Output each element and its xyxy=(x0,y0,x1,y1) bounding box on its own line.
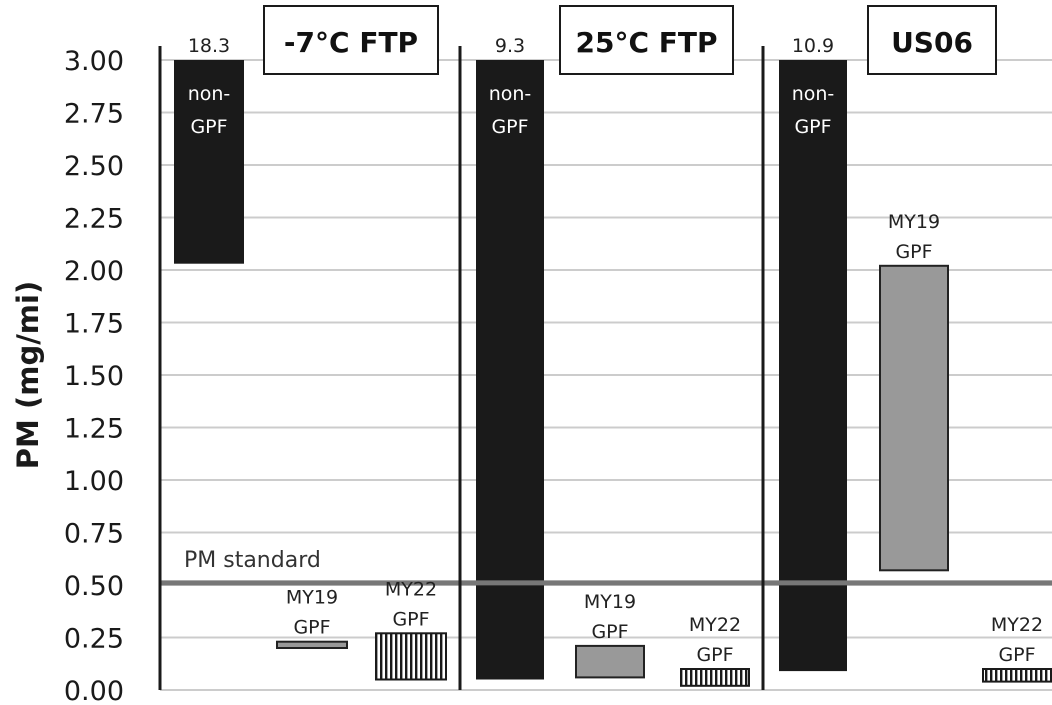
nonGPF-bar xyxy=(779,60,847,672)
bar-label: MY19 xyxy=(286,587,338,609)
panel-title: -7°C FTP xyxy=(284,26,418,59)
bar-label: MY22 xyxy=(689,614,741,636)
y-tick-label: 0.75 xyxy=(64,519,124,550)
y-axis-title: PM (mg/mi) xyxy=(11,281,45,469)
bar-label: GPF xyxy=(998,644,1035,666)
bar-label: MY19 xyxy=(888,211,940,233)
y-tick-label: 2.00 xyxy=(64,256,124,287)
panel-title-box xyxy=(263,5,439,75)
y-tick-label: 1.75 xyxy=(64,309,124,340)
MY22-bar xyxy=(982,668,1052,683)
overflow-value-label: 9.3 xyxy=(495,35,525,57)
bar-label: GPF xyxy=(591,621,628,643)
bar-label: MY22 xyxy=(991,614,1043,636)
bar-label: GPF xyxy=(190,116,227,138)
y-tick-label: 0.00 xyxy=(64,676,124,705)
bar-label: non- xyxy=(489,83,532,105)
bars-layer xyxy=(174,60,1052,687)
bar-label: GPF xyxy=(293,617,330,639)
MY19-bar xyxy=(276,640,348,650)
y-tick-label: 0.25 xyxy=(64,624,124,655)
MY19-bar xyxy=(575,644,645,679)
y-tick-label: 3.00 xyxy=(64,46,124,77)
bar-label: GPF xyxy=(794,116,831,138)
MY22-bar xyxy=(680,668,750,687)
bar-label: GPF xyxy=(491,116,528,138)
bar-label: MY19 xyxy=(584,591,636,613)
bar-label: GPF xyxy=(392,608,429,630)
bar-label: non- xyxy=(188,83,231,105)
panel-title-box xyxy=(867,5,997,75)
text-layer: 0.00 0.25 0.50 0.75 1.00 1.25 1.50 1.75 2.00 2.25… xyxy=(11,26,1043,705)
pm-standard-label: PM standard xyxy=(184,548,321,573)
bar-label: MY22 xyxy=(385,578,437,600)
axes-layer xyxy=(158,5,1052,690)
y-tick-label: 1.25 xyxy=(64,414,124,445)
MY22-bar xyxy=(375,632,447,681)
nonGPF-bar xyxy=(476,60,544,680)
y-tick-label: 0.50 xyxy=(64,571,124,602)
y-tick-label: 1.00 xyxy=(64,466,124,497)
bar-label: GPF xyxy=(696,644,733,666)
nonGPF-bar xyxy=(174,60,244,264)
bar-label: non- xyxy=(792,83,835,105)
y-tick-label: 2.25 xyxy=(64,204,124,235)
panel-title: US06 xyxy=(891,26,973,59)
MY19-bar xyxy=(879,264,949,572)
panel-title-box xyxy=(559,5,734,75)
y-tick-label: 1.50 xyxy=(64,361,124,392)
y-tick-label: 2.75 xyxy=(64,99,124,130)
panel-title: 25°C FTP xyxy=(575,26,717,59)
y-tick-label: 2.50 xyxy=(64,151,124,182)
overflow-value-label: 18.3 xyxy=(188,35,230,57)
bar-label: GPF xyxy=(895,241,932,263)
overflow-value-label: 10.9 xyxy=(792,35,834,57)
